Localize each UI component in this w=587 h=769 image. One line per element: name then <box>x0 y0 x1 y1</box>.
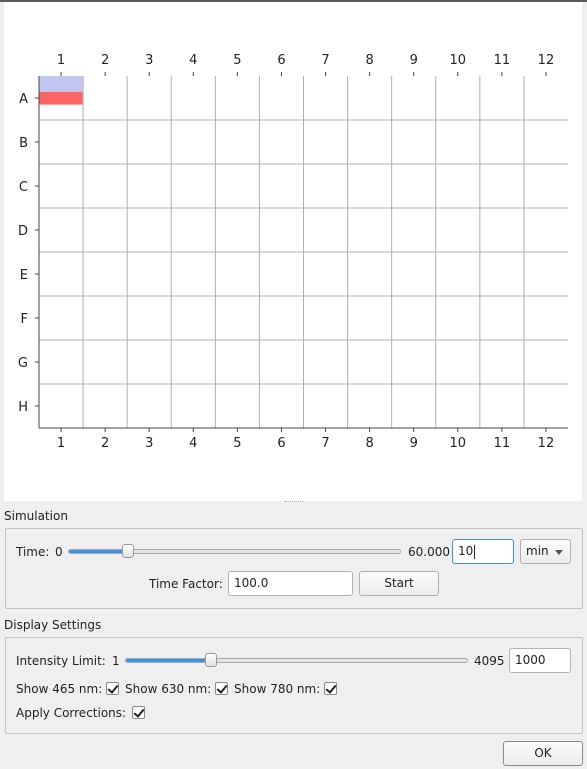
time-unit-value: min <box>526 544 549 558</box>
intensity-slider-handle[interactable] <box>204 653 217 667</box>
col-label-top: 10 <box>450 53 467 68</box>
show-780-label: Show 780 nm: <box>234 682 321 696</box>
intensity-input-value: 1000 <box>515 653 546 667</box>
col-label-bottom: 3 <box>145 436 153 451</box>
col-label-top: 12 <box>538 53 555 68</box>
intensity-input[interactable]: 1000 <box>509 648 571 673</box>
row-label: F <box>21 312 28 327</box>
col-label-top: 11 <box>494 53 511 68</box>
col-label-bottom: 6 <box>277 436 285 451</box>
time-slider-fill <box>69 550 129 553</box>
well-A1-465-nm <box>39 76 84 92</box>
col-label-top: 1 <box>57 53 65 68</box>
display-settings-group <box>5 637 583 734</box>
col-label-top: 7 <box>321 53 329 68</box>
col-label-bottom: 2 <box>101 436 109 451</box>
simulation-section-title: Simulation <box>4 509 68 523</box>
time-input-value: 10 <box>458 544 474 558</box>
chevron-down-icon <box>555 550 563 555</box>
col-label-top: 4 <box>189 53 197 68</box>
show-630-label: Show 630 nm: <box>125 682 212 696</box>
time-factor-input[interactable]: 100.0 <box>228 571 353 596</box>
col-label-bottom: 7 <box>321 436 329 451</box>
row-label: A <box>19 92 28 107</box>
intensity-slider[interactable] <box>125 658 468 663</box>
row-label: C <box>19 180 28 195</box>
apply-corrections-checkbox[interactable] <box>132 706 145 719</box>
intensity-limit-label: Intensity Limit: <box>16 654 106 668</box>
apply-corrections-label: Apply Corrections: <box>16 706 127 720</box>
time-max-label: 60.000 <box>408 545 450 559</box>
col-label-top: 2 <box>101 53 109 68</box>
col-label-top: 9 <box>410 53 418 68</box>
col-label-bottom: 9 <box>410 436 418 451</box>
time-unit-select[interactable]: min <box>520 539 571 564</box>
col-label-bottom: 8 <box>365 436 373 451</box>
time-label: Time: <box>16 545 50 559</box>
time-input[interactable]: 10 <box>452 539 514 564</box>
plate-plot: 1 1 2 2 3 3 4 4 5 5 6 6 7 7 8 8 9 9 10 10 11 11 12 12 A B C D E F G H <box>4 2 582 501</box>
col-label-bottom: 11 <box>494 436 511 451</box>
well-A1-630-nm <box>39 91 84 105</box>
time-factor-value: 100.0 <box>234 576 269 590</box>
col-label-bottom: 5 <box>233 436 241 451</box>
col-label-bottom: 1 <box>57 436 65 451</box>
col-label-top: 3 <box>145 53 153 68</box>
row-label: D <box>18 224 28 239</box>
splitter-handle[interactable] <box>285 501 303 505</box>
col-label-bottom: 10 <box>450 436 467 451</box>
time-factor-label: Time Factor: <box>149 577 223 591</box>
intensity-max-label: 4095 <box>474 654 505 668</box>
intensity-min-label: 1 <box>112 654 120 668</box>
time-slider-handle[interactable] <box>121 544 134 558</box>
time-min-label: 0 <box>55 545 63 559</box>
show-630-checkbox[interactable] <box>215 682 228 695</box>
start-button[interactable]: Start <box>359 571 439 596</box>
time-slider[interactable] <box>68 549 401 554</box>
row-label: B <box>19 136 28 151</box>
display-settings-title: Display Settings <box>4 618 102 632</box>
window-top-border <box>0 0 587 2</box>
show-780-checkbox[interactable] <box>324 682 337 695</box>
row-label: E <box>20 268 28 283</box>
show-465-checkbox[interactable] <box>106 682 119 695</box>
intensity-slider-fill <box>126 659 212 662</box>
show-465-label: Show 465 nm: <box>16 682 103 696</box>
row-label: H <box>18 400 28 415</box>
col-label-top: 5 <box>233 53 241 68</box>
text-caret <box>474 544 476 559</box>
row-label: G <box>18 356 28 371</box>
col-label-top: 6 <box>277 53 285 68</box>
col-label-top: 8 <box>365 53 373 68</box>
col-label-bottom: 12 <box>538 436 555 451</box>
ok-button[interactable]: OK <box>503 741 583 766</box>
col-label-bottom: 4 <box>189 436 197 451</box>
